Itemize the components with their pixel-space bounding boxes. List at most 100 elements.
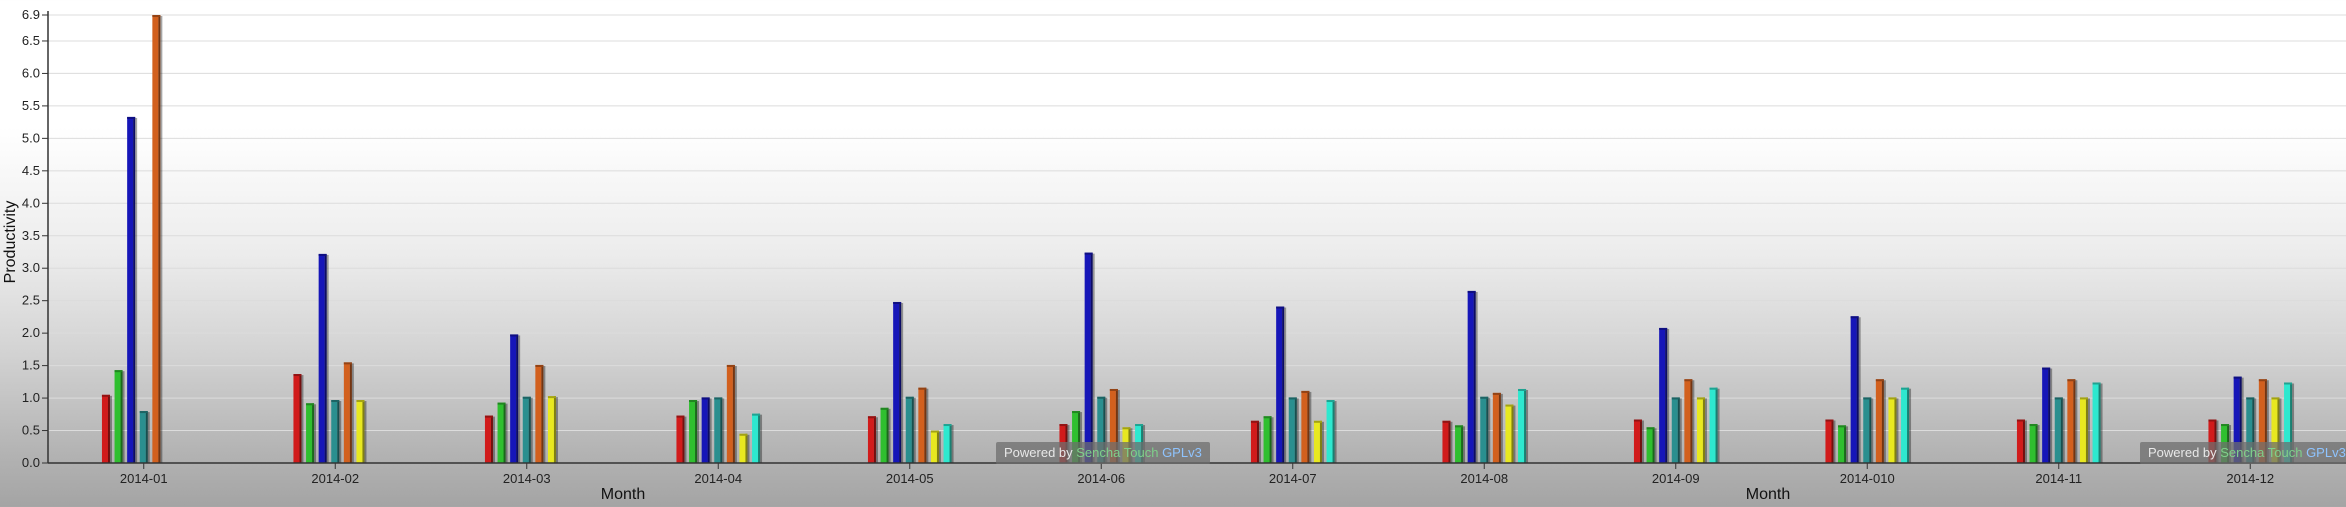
y-tick-label: 2.0	[22, 325, 40, 340]
bar	[2208, 419, 2219, 463]
x-tick-label: 2014-08	[1460, 471, 1508, 486]
bar	[1875, 379, 1886, 463]
bar	[1467, 290, 1478, 463]
bar	[918, 387, 929, 463]
bar	[1250, 420, 1261, 463]
x-tick-label: 2014-03	[503, 471, 551, 486]
bar	[139, 411, 150, 463]
bar	[739, 433, 750, 463]
bar	[1696, 397, 1707, 463]
bar	[484, 415, 495, 463]
y-tick-label: 6.9	[22, 7, 40, 22]
bar	[101, 394, 112, 463]
bar	[2246, 397, 2257, 463]
bar	[1646, 427, 1657, 463]
bar	[306, 403, 317, 463]
bar	[880, 407, 891, 463]
bar	[293, 374, 304, 463]
bar	[1671, 397, 1682, 463]
bar	[1480, 396, 1491, 463]
y-tick-label: 4.0	[22, 195, 40, 210]
bar	[714, 397, 725, 463]
bar	[893, 301, 904, 463]
bar	[701, 397, 712, 463]
bar	[547, 396, 558, 463]
x-tick-label: 2014-04	[694, 471, 742, 486]
y-tick-label: 3.0	[22, 260, 40, 275]
bar	[689, 400, 700, 463]
bar	[1313, 420, 1324, 463]
x-tick-label: 2014-12	[2226, 471, 2274, 486]
bar	[2067, 379, 2078, 463]
bar	[1276, 306, 1287, 463]
axes: 0.0 0.5 1.0 1.5 2.0 2.5 3.0 3.5 4.0 4.5 5.0 5.5 6.0 6…	[22, 7, 2346, 486]
y-tick-label: 3.5	[22, 228, 40, 243]
bar	[2271, 397, 2282, 463]
bar	[1072, 411, 1083, 463]
bar	[2016, 419, 2027, 463]
bar	[2054, 397, 2065, 463]
bar	[1442, 420, 1453, 463]
y-tick-label: 2.5	[22, 293, 40, 308]
credit-badge: Powered by Sencha Touch GPLv3	[2140, 442, 2346, 464]
bar	[1825, 419, 1836, 463]
y-tick-label: 1.0	[22, 390, 40, 405]
y-tick-label: 4.5	[22, 163, 40, 178]
x-tick-label: 2014-05	[886, 471, 934, 486]
bar	[943, 424, 954, 463]
bar	[1684, 379, 1695, 463]
x-tick-label: 2014-07	[1269, 471, 1317, 486]
bar	[1863, 397, 1874, 463]
x-tick-label: 2014-06	[1077, 471, 1125, 486]
bar	[1659, 327, 1670, 463]
bar	[1084, 252, 1095, 463]
y-tick-label: 5.0	[22, 130, 40, 145]
bar	[905, 396, 916, 463]
bar	[2284, 382, 2295, 463]
bar	[1838, 425, 1849, 463]
x-tick-label: 2014-11	[2035, 471, 2082, 486]
bar	[1505, 404, 1516, 463]
bar	[1709, 387, 1720, 463]
credit-prefix: Powered by	[2148, 445, 2221, 460]
credit-badge: Powered by Sencha Touch GPLv3	[996, 442, 1210, 464]
bar	[1850, 316, 1861, 463]
bar	[510, 334, 521, 463]
bar	[522, 396, 533, 463]
x-tick-label: 2014-010	[1840, 471, 1895, 486]
y-tick-label: 5.5	[22, 98, 40, 113]
bar	[2079, 397, 2090, 463]
bar	[2042, 367, 2053, 463]
bar	[1326, 400, 1337, 463]
bar	[331, 400, 342, 463]
bar	[497, 402, 508, 463]
y-tick-label: 0.5	[22, 423, 40, 438]
gridlines	[48, 14, 2346, 464]
credit-prefix: Powered by	[1004, 445, 1077, 460]
x-tick-label: 2014-01	[120, 471, 168, 486]
bar	[930, 430, 941, 463]
bar	[2233, 376, 2244, 463]
bar	[318, 253, 329, 463]
credit-license: GPLv3	[1162, 445, 1202, 460]
bar	[1263, 416, 1274, 463]
credit-license: GPLv3	[2306, 445, 2346, 460]
bar	[1097, 396, 1108, 463]
bar	[1455, 425, 1466, 463]
bar	[535, 364, 546, 463]
bar	[752, 413, 763, 463]
bar	[676, 415, 687, 463]
bar	[726, 364, 737, 463]
x-axis-title-secondary: Month	[1746, 486, 1790, 503]
bar	[1888, 397, 1899, 463]
bar	[867, 416, 878, 463]
credit-name: Sencha Touch	[1076, 445, 1159, 460]
y-tick-label: 1.5	[22, 358, 40, 373]
bar	[1301, 390, 1312, 463]
y-tick-label: 6.0	[22, 65, 40, 80]
bar	[1288, 397, 1299, 463]
y-tick-label: 6.5	[22, 33, 40, 48]
bar	[127, 116, 138, 464]
x-tick-label: 2014-02	[311, 471, 359, 486]
